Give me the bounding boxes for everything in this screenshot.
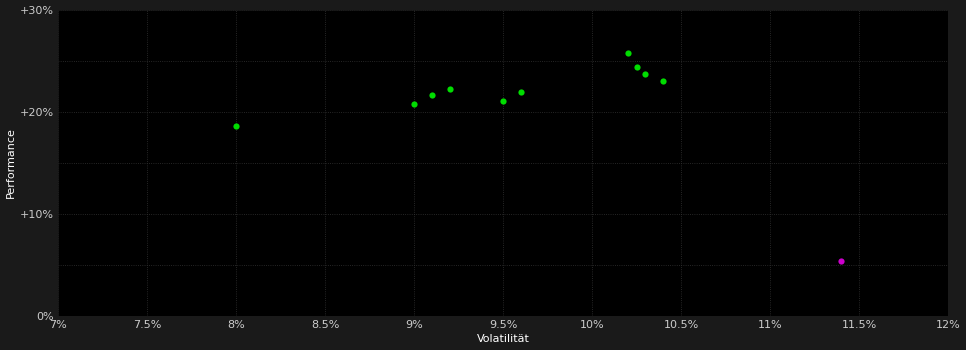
Point bbox=[656, 78, 671, 84]
Point bbox=[441, 86, 457, 92]
Point bbox=[620, 51, 636, 56]
Point bbox=[629, 64, 644, 70]
Y-axis label: Performance: Performance bbox=[6, 127, 15, 198]
Point bbox=[496, 98, 511, 103]
Point bbox=[407, 101, 422, 106]
Point bbox=[638, 71, 653, 77]
Point bbox=[424, 93, 440, 98]
Point bbox=[513, 90, 528, 95]
Point bbox=[834, 258, 849, 264]
X-axis label: Volatilität: Volatilität bbox=[476, 335, 529, 344]
Point bbox=[228, 123, 243, 129]
